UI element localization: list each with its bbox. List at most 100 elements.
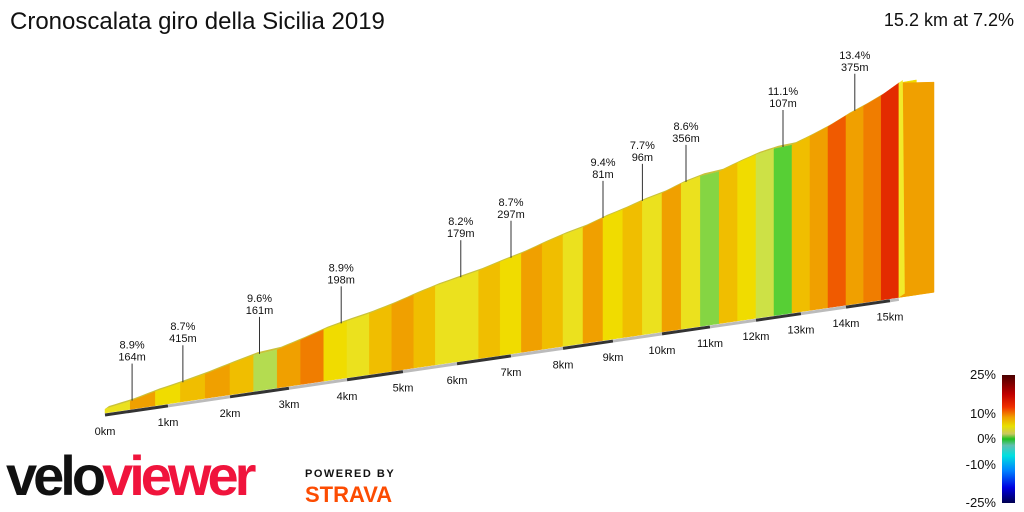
distance-axis-segment xyxy=(229,386,290,399)
profile-segment xyxy=(253,349,278,392)
annotation-gradient: 8.9% xyxy=(329,262,354,274)
profile-segment xyxy=(413,285,436,369)
profile-segment xyxy=(229,354,254,396)
profile-segment xyxy=(718,162,738,324)
distance-axis-segment xyxy=(755,312,802,322)
profile-segment xyxy=(541,234,564,350)
profile-segment xyxy=(791,135,811,314)
annotation-gradient: 8.2% xyxy=(448,216,473,228)
profile-segment xyxy=(661,183,682,333)
distance-axis-segment xyxy=(104,404,169,417)
annotation-gradient: 11.1% xyxy=(768,86,799,98)
climb-summary: 15.2 km at 7.2% xyxy=(883,10,1014,30)
profile-segment xyxy=(737,154,757,322)
profile-segment xyxy=(346,313,370,379)
legend-label-neg25: -25% xyxy=(965,495,996,510)
annotation-gradient: 9.4% xyxy=(590,157,615,169)
profile-segment xyxy=(809,126,829,311)
x-tick-label: 8km xyxy=(553,359,574,371)
gradient-color-legend xyxy=(1002,375,1015,503)
profile-segment xyxy=(129,391,156,410)
distance-axis-segment xyxy=(845,299,891,309)
profile-segment xyxy=(582,217,604,344)
annotation-gradient: 8.7% xyxy=(170,321,195,333)
profile-segment xyxy=(680,175,701,330)
annotation-gradient: 7.7% xyxy=(630,140,655,152)
strava-logo: STRAVA xyxy=(305,482,393,507)
distance-axis-segment xyxy=(288,378,348,390)
x-tick-label: 7km xyxy=(501,367,522,379)
annotation-gradient: 8.9% xyxy=(120,340,145,352)
x-tick-label: 6km xyxy=(447,375,468,387)
profile-segment xyxy=(773,144,793,316)
profile-segment xyxy=(435,278,458,366)
annotation-length: 415m xyxy=(169,333,197,345)
profile-segment xyxy=(478,261,501,359)
annotation-length: 198m xyxy=(327,274,355,286)
distance-axis-segment xyxy=(612,332,663,343)
x-tick-label: 2km xyxy=(220,408,241,420)
profile-segment xyxy=(323,320,348,382)
x-tick-label: 15km xyxy=(877,312,904,324)
x-tick-label: 3km xyxy=(279,399,300,411)
page-title: Cronoscalata giro della Sicilia 2019 xyxy=(10,8,385,35)
distance-axis-segment xyxy=(167,395,231,408)
profile-segment xyxy=(521,243,543,353)
legend-label-10: 10% xyxy=(969,406,996,421)
x-tick-label: 1km xyxy=(158,417,179,429)
profile-segment xyxy=(602,209,624,341)
annotation-length: 161m xyxy=(246,305,274,317)
profile-segment xyxy=(204,363,231,399)
legend-label-0: 0% xyxy=(977,431,996,446)
annotation-length: 297m xyxy=(497,209,525,221)
distance-axis-segment xyxy=(562,339,614,350)
profile-segment xyxy=(622,200,643,338)
annotation-gradient: 8.6% xyxy=(673,121,698,133)
x-tick-label: 10km xyxy=(649,345,676,357)
distance-axis-segment xyxy=(889,297,900,303)
annotation-length: 96m xyxy=(632,152,653,164)
profile-segment xyxy=(845,105,864,306)
annotation-length: 179m xyxy=(447,228,475,240)
x-tick-label: 4km xyxy=(337,391,358,403)
profile-segment xyxy=(827,115,847,309)
profile-segment xyxy=(499,253,522,356)
x-tick-label: 5km xyxy=(393,383,414,395)
x-tick-label: 11km xyxy=(697,338,723,350)
x-tick-label: 9km xyxy=(603,352,624,364)
x-tick-label: 14km xyxy=(833,318,860,330)
distance-axis-segment xyxy=(402,362,458,374)
profile-segment xyxy=(700,171,720,327)
powered-by-label: POWERED BY xyxy=(305,468,396,480)
annotation-length: 375m xyxy=(841,62,869,74)
logo-velo: velo xyxy=(6,444,106,507)
profile-segment xyxy=(456,270,479,363)
distance-axis-segment xyxy=(456,354,512,366)
veloviewer-logo: veloviewer xyxy=(6,448,256,504)
x-tick-label: 0km xyxy=(95,426,116,438)
legend-label-25: 25% xyxy=(969,367,996,382)
legend-label-neg10: -10% xyxy=(965,457,996,472)
distance-axis-segment xyxy=(510,346,564,358)
profile-segment xyxy=(369,304,393,375)
distance-axis-segment xyxy=(661,325,711,336)
profile-end-cap xyxy=(898,79,905,298)
distance-axis-segment xyxy=(709,318,757,329)
annotation-length: 81m xyxy=(592,169,613,181)
profile-segment xyxy=(562,227,584,347)
annotation-length: 107m xyxy=(769,98,797,110)
annotation-length: 164m xyxy=(118,352,146,364)
distance-axis-segment xyxy=(346,370,404,382)
annotation-gradient: 13.4% xyxy=(839,50,870,62)
x-tick-label: 12km xyxy=(743,331,770,343)
annotation-gradient: 8.7% xyxy=(498,197,523,209)
profile-segment xyxy=(755,148,775,319)
x-tick-label: 13km xyxy=(788,325,815,337)
profile-segment xyxy=(391,294,415,372)
distance-axis-segment xyxy=(800,305,847,316)
annotation-gradient: 9.6% xyxy=(247,293,272,305)
logo-viewer: viewer xyxy=(102,444,256,507)
profile-segment xyxy=(642,192,663,336)
